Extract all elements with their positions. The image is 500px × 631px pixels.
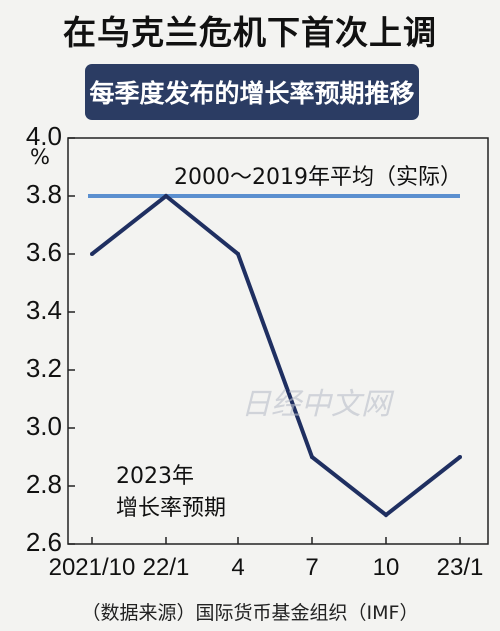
reference-line-label: 2000～2019年平均（实际）: [174, 165, 462, 190]
y-unit-label: %: [30, 145, 50, 169]
data-point: [458, 455, 462, 459]
y-tick-label: 3.8: [26, 179, 62, 209]
series-annotation-line: 增长率预期: [116, 496, 226, 521]
chart-axes: [67, 137, 489, 545]
y-tick-label: 2.6: [26, 527, 62, 557]
series-annotation-line: 2023年: [116, 464, 194, 489]
label-group: 4.0 3.8 3.6 3.4 3.2 3.0 2.8 2.6% 2021/10 22/1 4 7 10…: [26, 121, 484, 581]
y-tick-label: 3.6: [26, 237, 62, 267]
x-tick-label: 2021/10: [49, 554, 136, 581]
data-point: [164, 194, 168, 198]
chart-title: 在乌克兰危机下首次上调: [63, 13, 437, 52]
x-tick-label: 22/1: [143, 554, 190, 581]
y-tick-label: 4.0: [26, 121, 62, 151]
y-tick-label: 3.2: [26, 353, 62, 383]
data-point: [90, 252, 94, 256]
data-point: [236, 252, 240, 256]
y-tick-label: 2.8: [26, 469, 62, 499]
watermark: 日经中文网: [241, 387, 395, 422]
series-group: [90, 193, 462, 518]
series-line: [90, 193, 462, 518]
subtitle-banner: 每季度发布的增长率预期推移: [85, 64, 419, 120]
x-tick-label: 4: [231, 554, 244, 581]
x-tick-label: 7: [305, 554, 318, 581]
chart-subtitle: 每季度发布的增长率预期推移: [89, 79, 415, 108]
data-point: [384, 513, 388, 517]
plot-frame: [67, 137, 489, 545]
data-source: （数据来源）国际货币基金组织（IMF）: [81, 602, 419, 624]
x-tick-label: 23/1: [437, 554, 484, 581]
data-point: [310, 455, 314, 459]
y-tick-label: 3.4: [26, 295, 62, 325]
x-tick-label: 10: [373, 554, 400, 581]
y-tick-label: 3.0: [26, 411, 62, 441]
